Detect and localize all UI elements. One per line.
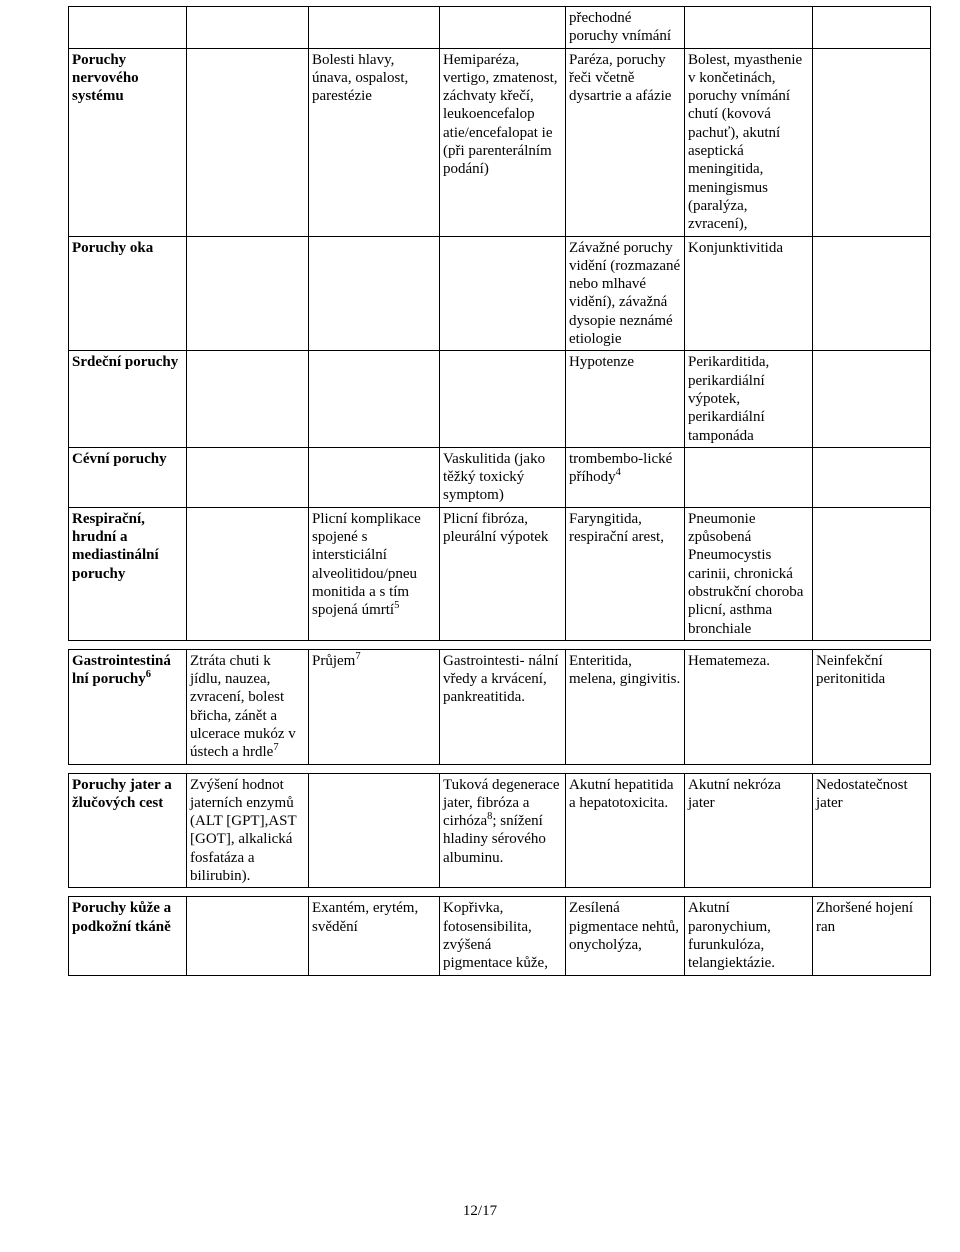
table-gap-row <box>69 888 931 897</box>
table-row: Poruchy oka Závažné poruchy vidění (rozma… <box>69 236 931 351</box>
table-body: přechodné poruchy vnímáníPoruchy nervové… <box>69 7 931 976</box>
table-cell: Paréza, poruchy řeči včetně dysartrie a … <box>566 48 685 236</box>
table-cell <box>309 7 440 49</box>
table-cell: Akutní paronychium, furunkulóza, telangi… <box>685 897 813 975</box>
table-cell: Bolesti hlavy, únava, ospalost, parestéz… <box>309 48 440 236</box>
table-cell <box>187 7 309 49</box>
table-row: Respirační, hrudní a mediastinální poruc… <box>69 507 931 640</box>
table-gap-cell <box>69 640 931 649</box>
table-cell: Průjem7 <box>309 649 440 764</box>
table-row: přechodné poruchy vnímání <box>69 7 931 49</box>
table-cell: Hemiparéza, vertigo, zmatenost, záchvaty… <box>440 48 566 236</box>
table-cell <box>440 236 566 351</box>
table-cell: přechodné poruchy vnímání <box>566 7 685 49</box>
table-cell <box>685 447 813 507</box>
table-row: Poruchy jater a žlučových cestZvýšení ho… <box>69 773 931 888</box>
table-cell: Akutní hepatitida a hepatotoxicita. <box>566 773 685 888</box>
table-cell: Bolest, myasthenie v končetinách, poruch… <box>685 48 813 236</box>
table-gap-cell <box>69 888 931 897</box>
table-gap-row <box>69 764 931 773</box>
table-cell: trombembo-lické příhody4 <box>566 447 685 507</box>
table-cell <box>187 351 309 447</box>
table-cell <box>309 236 440 351</box>
table-cell: Perikarditida, perikardiální výpotek, pe… <box>685 351 813 447</box>
table-cell: Faryngitida, respirační arest, <box>566 507 685 640</box>
table-cell: Neinfekční peritonitida <box>813 649 931 764</box>
table-cell: Pneumonie způsobená Pneumocystis carinii… <box>685 507 813 640</box>
table-cell: Poruchy kůže a podkožní tkáně <box>69 897 187 975</box>
table-cell <box>187 897 309 975</box>
table-cell <box>309 773 440 888</box>
table-cell <box>309 351 440 447</box>
table-cell: Cévní poruchy <box>69 447 187 507</box>
table-cell: Ztráta chuti k jídlu, nauzea, zvracení, … <box>187 649 309 764</box>
table-cell: Hypotenze <box>566 351 685 447</box>
table-cell: Vaskulitida (jako těžký toxický symptom) <box>440 447 566 507</box>
table-gap-cell <box>69 764 931 773</box>
table-cell: Respirační, hrudní a mediastinální poruc… <box>69 507 187 640</box>
table-cell: Exantém, erytém, svědění <box>309 897 440 975</box>
table-row: Srdeční poruchy HypotenzePerikarditida, p… <box>69 351 931 447</box>
table-row: Gastrointestiná lní poruchy6Ztráta chuti… <box>69 649 931 764</box>
table-cell: Poruchy oka <box>69 236 187 351</box>
side-effects-table: přechodné poruchy vnímáníPoruchy nervové… <box>68 6 931 976</box>
table-cell: Zvýšení hodnot jaterních enzymů (ALT [GP… <box>187 773 309 888</box>
table-row: Poruchy nervového systému Bolesti hlavy, … <box>69 48 931 236</box>
table-cell: Kopřivka, fotosensibilita, zvýšená pigme… <box>440 897 566 975</box>
table-row: Cévní poruchy Vaskulitida (jako těžký tox… <box>69 447 931 507</box>
table-cell <box>813 7 931 49</box>
table-cell: Nedostatečnost jater <box>813 773 931 888</box>
table-cell <box>813 447 931 507</box>
table-cell: Konjunktivitida <box>685 236 813 351</box>
table-cell <box>187 447 309 507</box>
table-cell: Enteritida, melena, gingivitis. <box>566 649 685 764</box>
table-cell: Gastrointesti- nální vředy a krvácení, p… <box>440 649 566 764</box>
table-cell: Zhoršené hojení ran <box>813 897 931 975</box>
table-cell <box>187 48 309 236</box>
page: přechodné poruchy vnímáníPoruchy nervové… <box>0 0 960 1252</box>
table-cell: Plicní fibróza, pleurální výpotek <box>440 507 566 640</box>
table-cell: Hematemeza. <box>685 649 813 764</box>
table-cell <box>813 507 931 640</box>
table-cell <box>813 351 931 447</box>
table-cell: Gastrointestiná lní poruchy6 <box>69 649 187 764</box>
table-cell: Poruchy nervového systému <box>69 48 187 236</box>
table-cell <box>813 48 931 236</box>
table-cell: Plicní komplikace spojené s intersticiál… <box>309 507 440 640</box>
table-cell <box>685 7 813 49</box>
table-cell <box>440 351 566 447</box>
table-gap-row <box>69 640 931 649</box>
table-cell: Srdeční poruchy <box>69 351 187 447</box>
table-row: Poruchy kůže a podkožní tkáně Exantém, er… <box>69 897 931 975</box>
table-cell <box>69 7 187 49</box>
table-cell <box>309 447 440 507</box>
page-number: 12/17 <box>0 1203 960 1220</box>
table-cell: Závažné poruchy vidění (rozmazané nebo m… <box>566 236 685 351</box>
table-cell: Akutní nekróza jater <box>685 773 813 888</box>
table-cell: Zesílená pigmentace nehtů, onycholýza, <box>566 897 685 975</box>
table-cell: Tuková degenerace jater, fibróza a cirhó… <box>440 773 566 888</box>
table-cell <box>440 7 566 49</box>
table-cell <box>187 236 309 351</box>
table-cell <box>813 236 931 351</box>
table-cell <box>187 507 309 640</box>
table-cell: Poruchy jater a žlučových cest <box>69 773 187 888</box>
